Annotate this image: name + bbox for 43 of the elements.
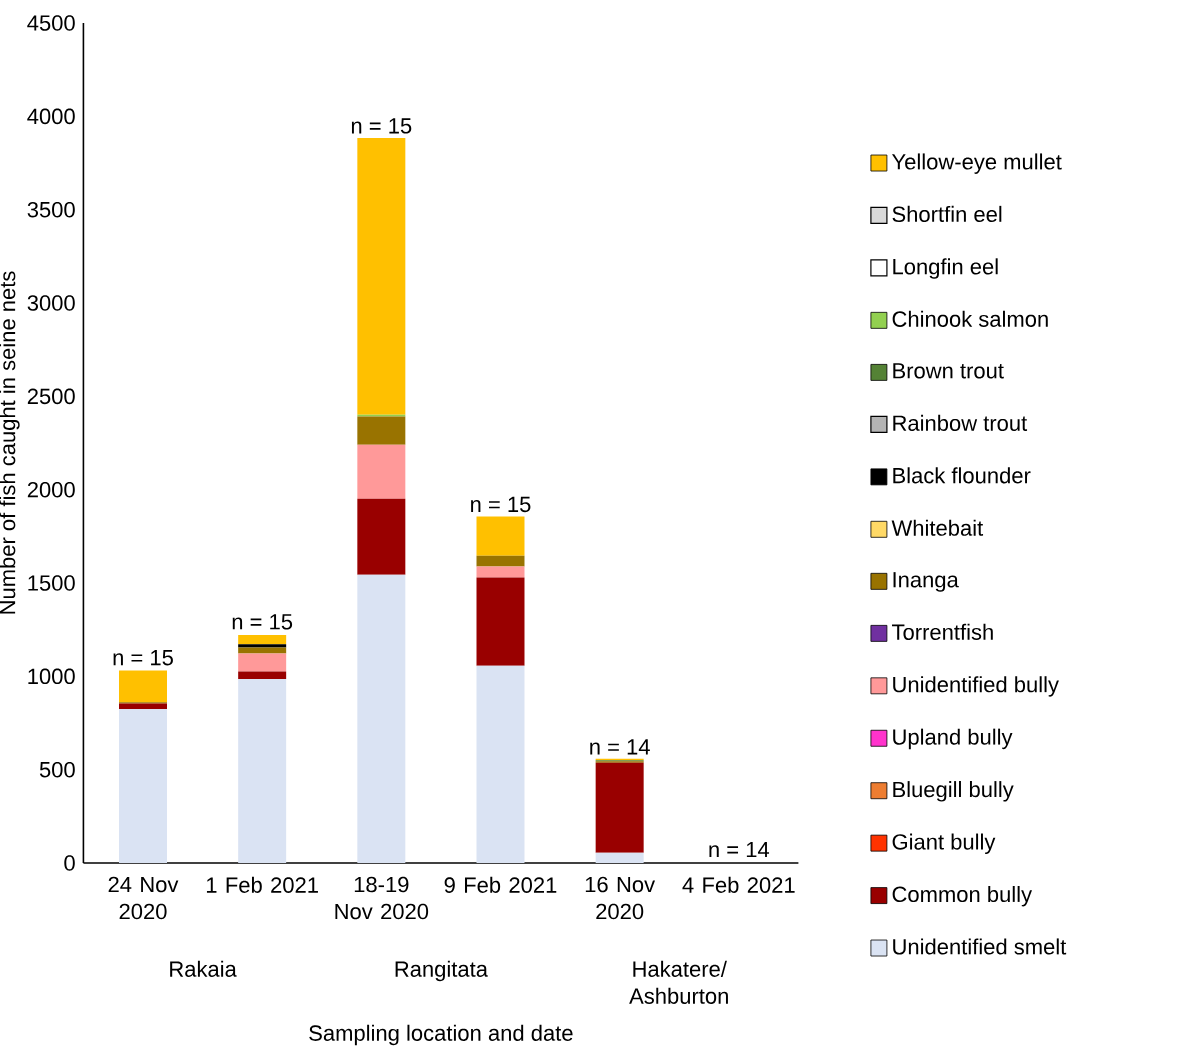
- legend-label: Whitebait: [891, 519, 984, 536]
- text: Rakaia: [170, 960, 237, 977]
- y-tick-label: 3500: [27, 201, 75, 218]
- legend-label: Torrentfish: [892, 623, 993, 640]
- legend-label: Shortfin eel: [892, 205, 1002, 223]
- legend-label: Giant bully: [892, 833, 996, 855]
- y-tick-label: 4500: [27, 15, 75, 31]
- y-axis-title: Number of fish caught in seine nets: [0, 271, 20, 614]
- annotation: n = 14: [590, 739, 650, 755]
- y-tick-label: 2000: [27, 481, 75, 498]
- x-tick-label: 9 Feb 2021: [444, 876, 557, 893]
- x-tick-label: 16 Nov 2020: [585, 876, 656, 920]
- legend-label: Bluegill bully: [893, 781, 1014, 802]
- legend-label: Brown trout: [893, 363, 1004, 379]
- legend-label: Yellow-eye mullet: [891, 153, 1062, 174]
- x-tick-label: 1 Feb 2021: [206, 876, 318, 893]
- annotation: n = 14: [709, 841, 770, 858]
- x-axis-title: Sampling location and date: [309, 1024, 573, 1046]
- x-tick-label: 24 Nov 2020: [108, 876, 179, 920]
- legend-label: Inanga: [893, 572, 959, 592]
- annotation: n = 15: [471, 496, 531, 513]
- annotation: n = 15: [232, 614, 293, 630]
- annotation: n = 15: [113, 650, 173, 666]
- x-tick-label: 4 Feb 2021: [682, 876, 795, 893]
- legend-label: Upland bully: [893, 728, 1013, 750]
- legend-label: Unidentified bully: [893, 676, 1059, 697]
- y-tick-label: 3000: [27, 295, 75, 311]
- legend-label: Chinook salmon: [892, 310, 1048, 327]
- legend-label: Rainbow trout: [893, 414, 1028, 431]
- y-tick-label: 0: [64, 855, 75, 871]
- y-tick-label: 1000: [28, 668, 75, 685]
- legend-label: Longfin eel: [893, 258, 998, 279]
- y-tick-label: 4000: [27, 108, 75, 125]
- y-tick-label: 500: [39, 761, 75, 778]
- text: Rangitata: [395, 960, 488, 982]
- y-tick-label: 1500: [28, 575, 75, 591]
- text: Hakatere/ Ashburton: [629, 960, 728, 1004]
- legend-label: Black flounder: [893, 467, 1031, 484]
- legend-label: Unidentified smelt: [893, 938, 1067, 955]
- y-tick-label: 2500: [27, 388, 75, 405]
- annotation: n = 15: [351, 118, 412, 134]
- legend-label: Common bully: [892, 885, 1033, 907]
- x-tick-label: 18-19 Nov 2020: [335, 876, 429, 920]
